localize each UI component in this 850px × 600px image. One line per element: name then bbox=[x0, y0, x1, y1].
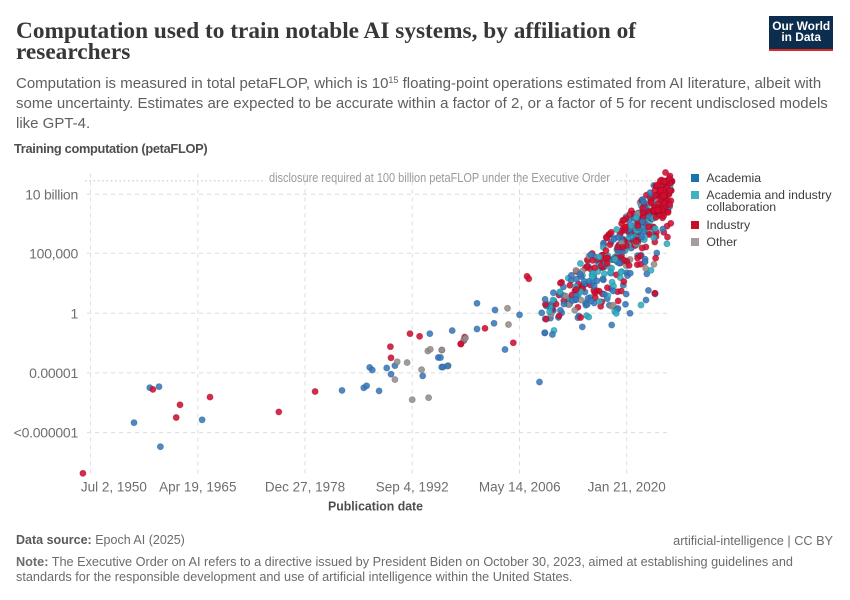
svg-text:0.00001: 0.00001 bbox=[29, 365, 78, 381]
svg-text:Sep 4, 1992: Sep 4, 1992 bbox=[376, 479, 449, 494]
svg-text:Apr 19, 1965: Apr 19, 1965 bbox=[159, 479, 236, 494]
svg-text:100,000: 100,000 bbox=[29, 245, 78, 261]
svg-text:Dec 27, 1978: Dec 27, 1978 bbox=[265, 479, 345, 494]
svg-text:May 14, 2006: May 14, 2006 bbox=[479, 479, 561, 494]
svg-text:1: 1 bbox=[70, 305, 78, 321]
svg-text:disclosure required at 100 bil: disclosure required at 100 billion petaF… bbox=[269, 171, 611, 185]
svg-text:Jan 21, 2020: Jan 21, 2020 bbox=[588, 479, 666, 494]
svg-text:Publication date: Publication date bbox=[328, 499, 423, 514]
svg-text:Jul 2, 1950: Jul 2, 1950 bbox=[81, 479, 147, 494]
svg-text:<0.000001: <0.000001 bbox=[14, 425, 79, 441]
svg-text:10 billion: 10 billion bbox=[25, 186, 78, 202]
